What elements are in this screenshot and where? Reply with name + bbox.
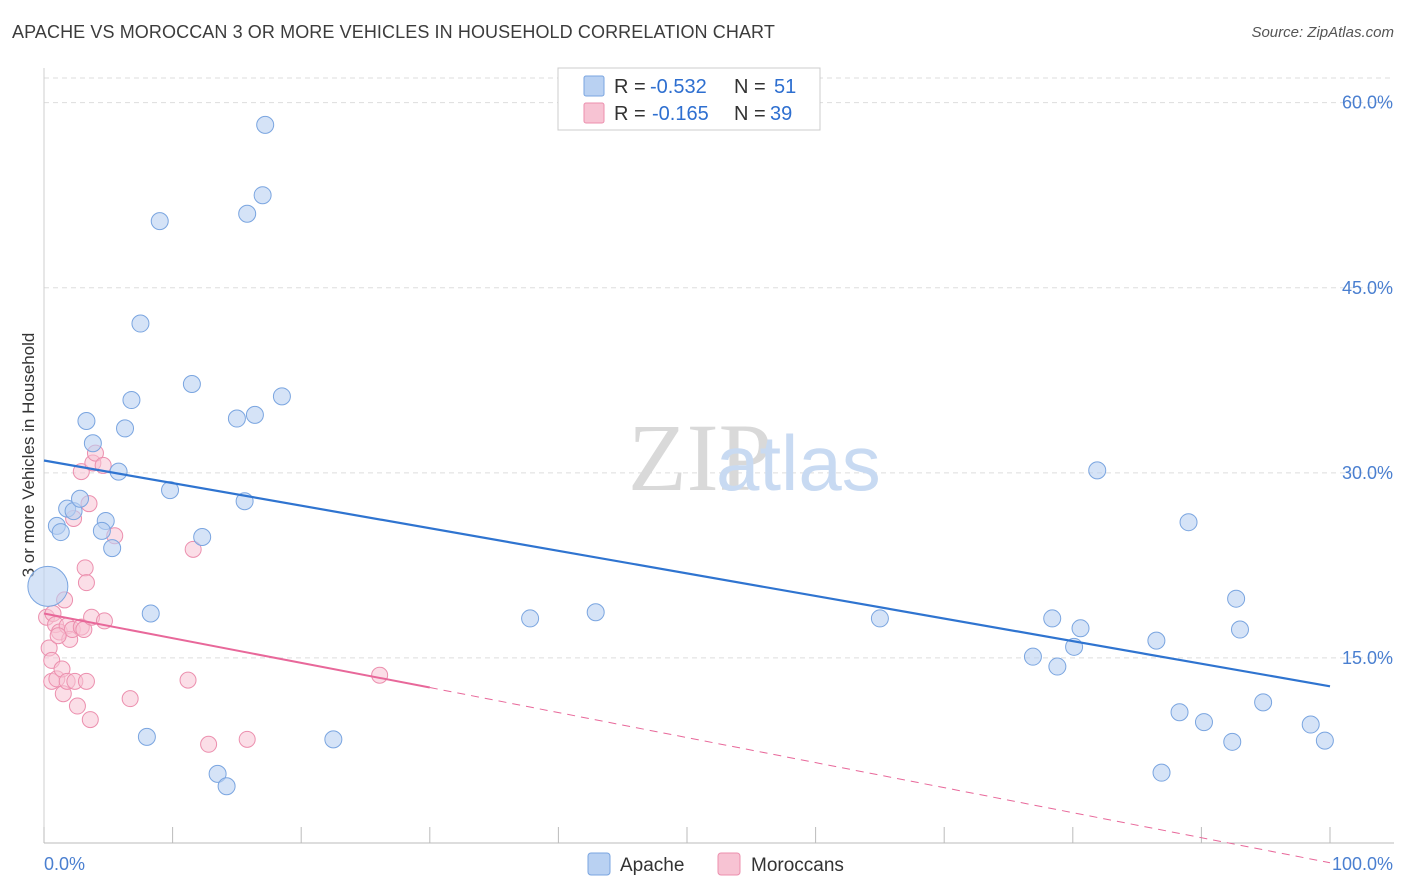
apache-point bbox=[256, 115, 275, 134]
bottom-legend-apache: Apache bbox=[620, 855, 684, 876]
apache-point bbox=[227, 409, 246, 428]
apache-point bbox=[122, 391, 141, 410]
apache-points bbox=[27, 115, 1334, 796]
moroccan-point bbox=[179, 671, 197, 689]
moroccan-point bbox=[184, 540, 202, 558]
y-axis-tick-labels: 15.0% 30.0% 45.0% 60.0% bbox=[1342, 93, 1393, 668]
legend-n-value-moroccan: 39 bbox=[770, 103, 792, 125]
apache-point bbox=[1048, 657, 1067, 676]
apache-point bbox=[245, 405, 264, 424]
y-tick-label: 30.0% bbox=[1342, 463, 1393, 483]
legend-r-value-apache: -0.532 bbox=[650, 76, 707, 98]
moroccan-point bbox=[200, 735, 218, 753]
apache-point bbox=[51, 523, 70, 542]
legend-swatch-apache bbox=[583, 75, 605, 97]
gridlines bbox=[44, 77, 1394, 659]
watermark-zip: ZIP bbox=[628, 404, 772, 511]
apache-point bbox=[1227, 589, 1246, 608]
source-label: Source: ZipAtlas.com bbox=[1251, 24, 1394, 41]
bottom-legend-moroccans: Moroccans bbox=[751, 855, 844, 876]
apache-point bbox=[1088, 461, 1107, 480]
bottom-legend-swatch-moroccan bbox=[717, 852, 741, 876]
x-tick-label: 0.0% bbox=[44, 854, 85, 874]
apache-point bbox=[103, 539, 122, 558]
apache-point bbox=[521, 609, 540, 628]
x-axis-tick-labels: 0.0% 100.0% bbox=[44, 854, 1393, 874]
legend-n-value-apache: 51 bbox=[774, 76, 796, 98]
apache-point bbox=[182, 375, 201, 393]
y-tick-label: 60.0% bbox=[1342, 93, 1393, 113]
apache-point bbox=[1230, 620, 1249, 639]
legend-r-label-apache: R = bbox=[614, 76, 646, 98]
bottom-legend-swatch-apache bbox=[587, 852, 611, 876]
apache-point bbox=[1170, 703, 1189, 722]
apache-point bbox=[83, 434, 102, 453]
watermark: ZIP atlas bbox=[628, 404, 881, 511]
watermark-atlas: atlas bbox=[716, 419, 881, 507]
legend-r-label-moroccan: R = bbox=[614, 103, 646, 125]
apache-point bbox=[870, 609, 889, 628]
apache-point bbox=[272, 387, 291, 406]
legend-n-label-moroccan: N = bbox=[734, 103, 766, 125]
apache-point bbox=[193, 528, 212, 546]
apache-point bbox=[208, 764, 227, 783]
apache-point bbox=[77, 412, 96, 431]
legend-swatch-moroccan bbox=[583, 102, 605, 124]
y-axis-label: 3 or more Vehicles in Household bbox=[19, 333, 38, 578]
moroccan-point bbox=[238, 730, 256, 748]
y-tick-label: 45.0% bbox=[1342, 278, 1393, 298]
apache-point bbox=[71, 489, 90, 508]
y-tick-label: 15.0% bbox=[1342, 648, 1393, 668]
series-legend: Apache Moroccans bbox=[587, 852, 844, 876]
apache-point bbox=[1147, 631, 1166, 650]
apache-point bbox=[141, 604, 160, 623]
moroccan-point bbox=[76, 559, 94, 577]
apache-point bbox=[217, 777, 236, 796]
apache-point bbox=[324, 730, 343, 749]
apache-point bbox=[1071, 619, 1090, 638]
apache-point bbox=[137, 727, 156, 746]
apache-point bbox=[1043, 609, 1062, 628]
apache-point bbox=[1152, 763, 1171, 782]
moroccan-point bbox=[121, 690, 139, 708]
apache-point bbox=[92, 521, 111, 540]
trend-line-apache bbox=[43, 459, 1331, 688]
moroccan-point bbox=[77, 672, 95, 690]
axes bbox=[43, 68, 1394, 844]
apache-point bbox=[150, 212, 169, 231]
moroccan-point bbox=[81, 711, 99, 729]
moroccan-point bbox=[371, 666, 389, 684]
apache-point bbox=[116, 419, 135, 438]
moroccan-point bbox=[77, 574, 95, 592]
legend-r-value-moroccan: -0.165 bbox=[652, 103, 709, 125]
apache-point bbox=[238, 204, 257, 223]
apache-point bbox=[1223, 732, 1242, 751]
apache-point bbox=[1023, 647, 1042, 666]
apache-point bbox=[1301, 715, 1320, 734]
apache-point bbox=[1315, 731, 1334, 750]
trend-line-moroccans bbox=[429, 687, 1331, 864]
apache-point bbox=[1179, 513, 1198, 532]
chart-title: APACHE VS MOROCCAN 3 OR MORE VEHICLES IN… bbox=[12, 22, 775, 42]
apache-point bbox=[586, 603, 605, 622]
moroccan-point bbox=[68, 697, 86, 715]
legend-n-label-apache: N = bbox=[734, 76, 766, 98]
apache-point bbox=[131, 314, 150, 333]
trend-lines bbox=[43, 459, 1331, 864]
correlation-legend: R = -0.532 N = 51 R = -0.165 N = 39 bbox=[557, 67, 821, 131]
apache-point bbox=[253, 186, 272, 205]
trend-line-moroccans bbox=[43, 612, 430, 689]
apache-point bbox=[27, 565, 69, 607]
moroccan-point bbox=[49, 627, 67, 645]
x-tick-label: 100.0% bbox=[1332, 854, 1393, 874]
apache-point bbox=[1194, 713, 1213, 732]
apache-point bbox=[1254, 693, 1273, 712]
